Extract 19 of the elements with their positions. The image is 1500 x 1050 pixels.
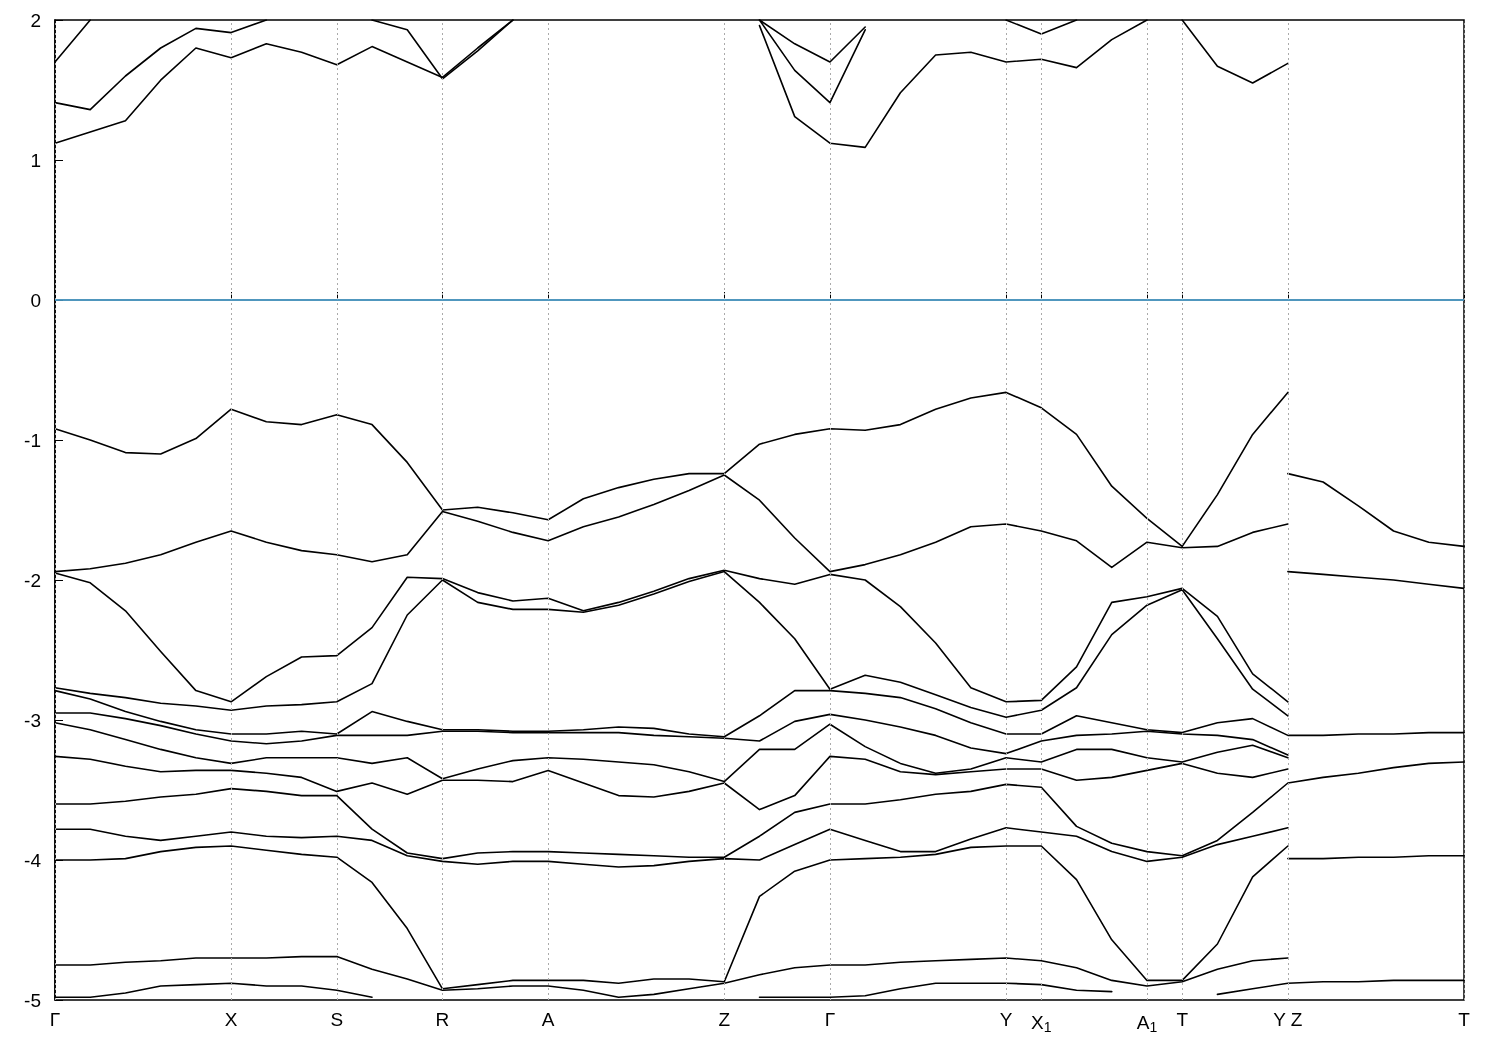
x-tick-label: X: [224, 1009, 238, 1030]
x-tick-label: R: [435, 1009, 450, 1030]
x-tick-label: T: [1176, 1009, 1189, 1030]
y-tick-label: -4: [24, 849, 42, 871]
x-tick-label: A: [541, 1009, 555, 1030]
x-tick-label: Y Z: [1273, 1009, 1303, 1030]
y-tick-label: 0: [30, 289, 41, 311]
x-tick-label: Γ: [824, 1009, 836, 1030]
y-tick-label: -3: [24, 709, 41, 731]
x-tick-label: S: [330, 1009, 344, 1030]
x-tick-label: T: [1458, 1009, 1471, 1030]
y-tick-label: -1: [24, 429, 41, 451]
y-tick-label: -2: [24, 569, 41, 591]
x-tick-label: Γ: [49, 1009, 61, 1030]
x-tick-label: Y: [999, 1009, 1013, 1030]
x-tick-label: Z: [718, 1009, 731, 1030]
y-tick-label: 1: [30, 149, 41, 171]
y-tick-label: 2: [30, 9, 41, 31]
y-tick-label: -5: [24, 989, 41, 1011]
